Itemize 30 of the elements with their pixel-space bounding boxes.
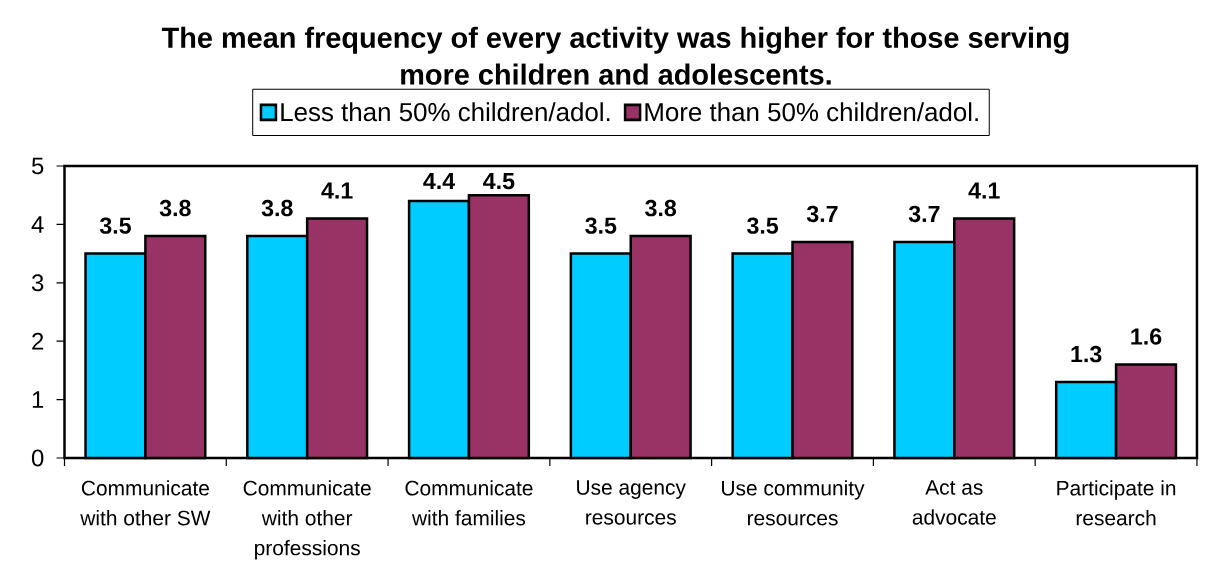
data-label: 3.7 — [908, 205, 940, 223]
data-label: 3.5 — [99, 217, 131, 234]
y-tick-label: 1 — [32, 391, 44, 408]
legend-label: Less than 50% children/adol. — [281, 102, 610, 122]
data-label: 3.7 — [806, 205, 838, 223]
legend-label: More than 50% children/adol. — [645, 102, 978, 122]
x-tick-label: Participate in research — [1057, 480, 1176, 526]
x-tick-label: Use agency resources — [577, 480, 686, 525]
y-tick-label: 2 — [32, 332, 44, 350]
x-tick-label: Communicate with other SW — [80, 480, 211, 526]
data-label: 3.8 — [261, 199, 293, 217]
data-label: 4.1 — [968, 182, 1000, 199]
data-label: 3.5 — [585, 217, 617, 234]
data-label: 4.4 — [423, 173, 456, 189]
x-tick-label: Communicate with families — [405, 480, 533, 526]
data-label: 3.8 — [645, 199, 677, 217]
x-tick-label: Communicate with other professions — [243, 480, 371, 560]
data-label: 1.3 — [1071, 345, 1102, 363]
data-label: 3.8 — [159, 199, 191, 217]
data-label: 3.5 — [746, 217, 779, 234]
data-label: 4.1 — [321, 182, 353, 199]
data-label: 4.5 — [483, 173, 515, 190]
data-label: 1.6 — [1131, 328, 1162, 345]
x-tick-label: Use community resources — [722, 480, 865, 526]
y-tick-label: 5 — [31, 157, 44, 175]
x-tick-label: Act as advocate — [912, 480, 996, 525]
y-tick-label: 0 — [31, 449, 44, 467]
chart-title: The mean frequency of every activity was higher for those serving more children and adolescents. — [161, 26, 1069, 85]
y-tick-label: 3 — [31, 274, 44, 292]
y-tick-label: 4 — [31, 216, 44, 233]
